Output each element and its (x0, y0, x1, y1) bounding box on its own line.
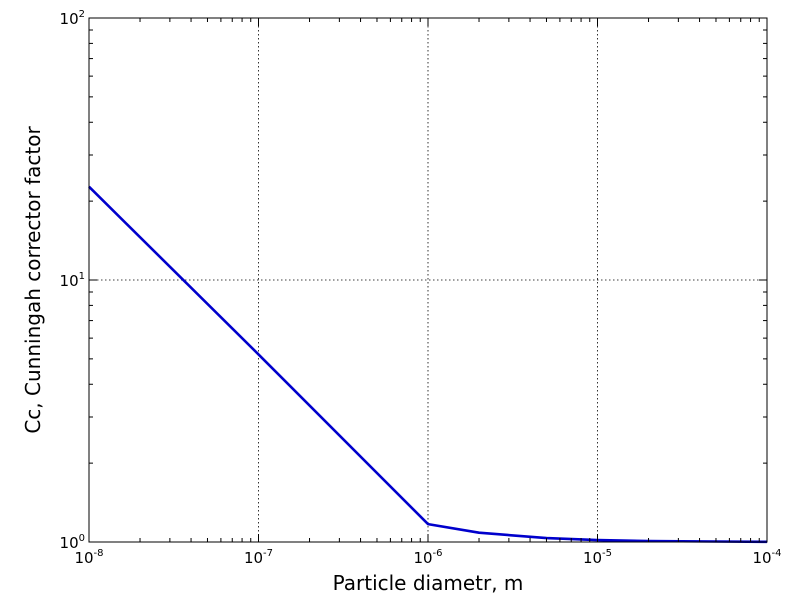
y-axis-label: Cc, Cunningah corrector factor (21, 126, 45, 434)
y-tick-label: 100 (60, 533, 85, 552)
x-tick-label: 10-6 (413, 548, 442, 567)
series-layer (88, 185, 768, 544)
x-tick-label: 10-7 (244, 548, 273, 567)
x-axis-label: Particle diametr, m (333, 571, 524, 595)
x-tick-label: 10-8 (74, 548, 103, 567)
grid-lines (89, 18, 767, 542)
x-tick-label: 10-4 (752, 548, 781, 567)
x-tick-label: 10-5 (583, 548, 612, 567)
y-tick-label: 101 (60, 271, 85, 290)
series-line (88, 185, 768, 544)
y-tick-label: 102 (60, 9, 85, 28)
axes (88, 17, 768, 543)
tick-labels: 10-8 10-7 10-6 10-5 10-4 100 101 102 (60, 9, 782, 567)
